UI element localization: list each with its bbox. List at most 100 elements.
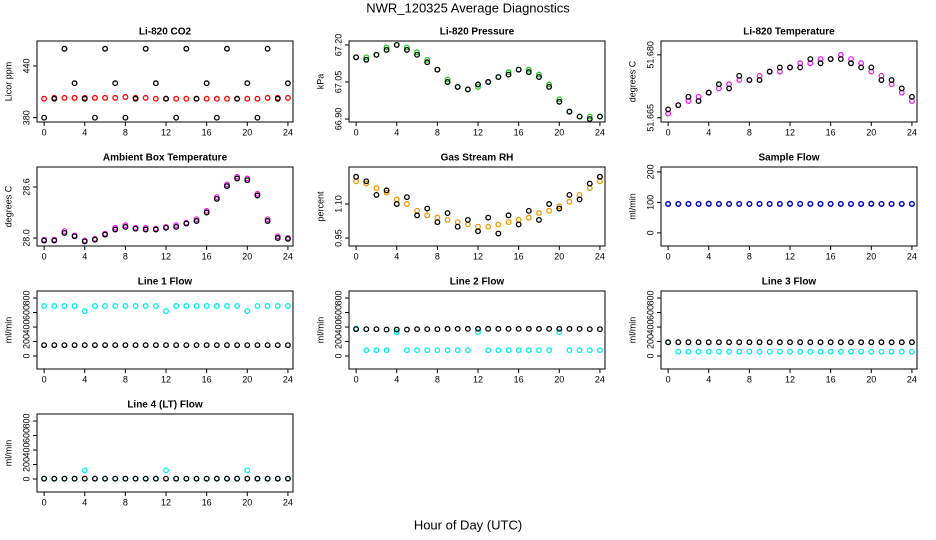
x-tick-label: 24 xyxy=(595,127,605,137)
data-point xyxy=(807,348,814,355)
y-tick-label: 380 xyxy=(21,110,31,125)
data-point xyxy=(122,224,129,230)
data-point xyxy=(51,342,58,349)
data-point xyxy=(81,475,88,482)
data-point xyxy=(264,218,271,224)
data-point xyxy=(726,85,733,92)
data-point xyxy=(274,95,281,102)
data-point xyxy=(556,205,563,212)
y-tick-label: 0 xyxy=(21,477,31,482)
data-point xyxy=(576,113,583,120)
data-point xyxy=(234,475,241,482)
data-point xyxy=(546,325,553,332)
y-axis-label: ml/min xyxy=(3,440,13,467)
data-point xyxy=(908,339,915,346)
data-point xyxy=(444,347,451,354)
data-point xyxy=(81,238,88,245)
data-point xyxy=(586,116,593,122)
data-point xyxy=(736,200,743,207)
data-point xyxy=(264,342,271,349)
x-tick-label: 0 xyxy=(354,374,359,384)
data-point xyxy=(888,348,895,355)
y-tick-label: 440 xyxy=(21,58,31,73)
data-point xyxy=(475,81,481,88)
data-point xyxy=(41,475,48,482)
data-point xyxy=(403,44,410,51)
data-point xyxy=(756,200,763,207)
data-point xyxy=(746,339,753,346)
data-point xyxy=(817,200,824,207)
y-axis-label: kPa xyxy=(315,74,325,90)
data-point xyxy=(234,342,241,349)
data-point xyxy=(665,200,672,207)
data-point xyxy=(142,45,149,52)
data-point xyxy=(81,342,88,349)
data-point xyxy=(888,339,895,346)
x-tick-label: 8 xyxy=(123,374,128,384)
data-point xyxy=(807,56,814,62)
data-point xyxy=(102,475,109,482)
data-point xyxy=(715,339,722,346)
y-tick-label: 400 xyxy=(645,320,655,335)
data-point xyxy=(837,56,844,62)
data-point xyxy=(132,225,139,232)
data-point xyxy=(908,93,915,100)
data-point xyxy=(152,226,159,233)
data-point xyxy=(746,348,753,355)
data-point xyxy=(414,49,421,56)
data-point xyxy=(695,200,702,207)
data-point xyxy=(556,203,563,210)
data-point xyxy=(152,95,159,102)
x-tick-label: 16 xyxy=(826,127,836,137)
data-point xyxy=(414,326,421,333)
plot-frame xyxy=(348,166,606,247)
y-tick-label: 600 xyxy=(333,305,343,320)
data-point xyxy=(403,46,410,53)
data-point xyxy=(485,79,492,85)
data-point xyxy=(515,325,522,332)
y-tick-label: 800 xyxy=(21,414,31,429)
plot-frame xyxy=(348,40,606,123)
data-point xyxy=(224,342,230,349)
data-point xyxy=(576,325,583,332)
data-point xyxy=(383,44,390,51)
data-point xyxy=(525,325,532,332)
data-point xyxy=(434,326,441,333)
data-point xyxy=(525,69,532,76)
x-tick-label: 0 xyxy=(666,374,671,384)
data-point xyxy=(556,325,563,332)
data-point xyxy=(122,94,129,100)
data-point xyxy=(132,303,139,309)
data-point xyxy=(525,347,532,354)
panel-title: Ambient Box Temperature xyxy=(103,153,228,164)
x-tick-label: 16 xyxy=(202,374,212,384)
data-point xyxy=(61,229,68,236)
data-point xyxy=(685,339,692,346)
data-point xyxy=(434,66,441,73)
data-point xyxy=(163,308,169,315)
plot-frame xyxy=(660,290,918,370)
data-point xyxy=(797,348,804,355)
x-tick-label: 4 xyxy=(394,374,399,384)
x-tick-label: 4 xyxy=(82,497,87,507)
data-point xyxy=(132,475,139,482)
x-tick-label: 0 xyxy=(354,127,359,137)
data-point xyxy=(444,216,451,223)
data-point xyxy=(224,45,230,52)
data-point xyxy=(898,85,905,92)
page-title: NWR_120325 Average Diagnostics xyxy=(366,0,570,15)
x-tick-label: 16 xyxy=(826,251,836,261)
x-tick-label: 0 xyxy=(42,251,47,261)
data-point xyxy=(715,200,722,207)
plot-frame xyxy=(36,166,294,247)
y-axis-label: ml/min xyxy=(3,317,13,344)
panel-title: Line 4 (LT) Flow xyxy=(127,400,203,411)
x-tick-label: 8 xyxy=(435,127,440,137)
data-point xyxy=(495,221,502,228)
data-point xyxy=(705,348,712,355)
x-tick-label: 20 xyxy=(242,374,252,384)
data-point xyxy=(254,475,261,482)
data-point xyxy=(837,348,844,355)
data-point xyxy=(868,339,875,346)
data-point xyxy=(848,200,854,207)
